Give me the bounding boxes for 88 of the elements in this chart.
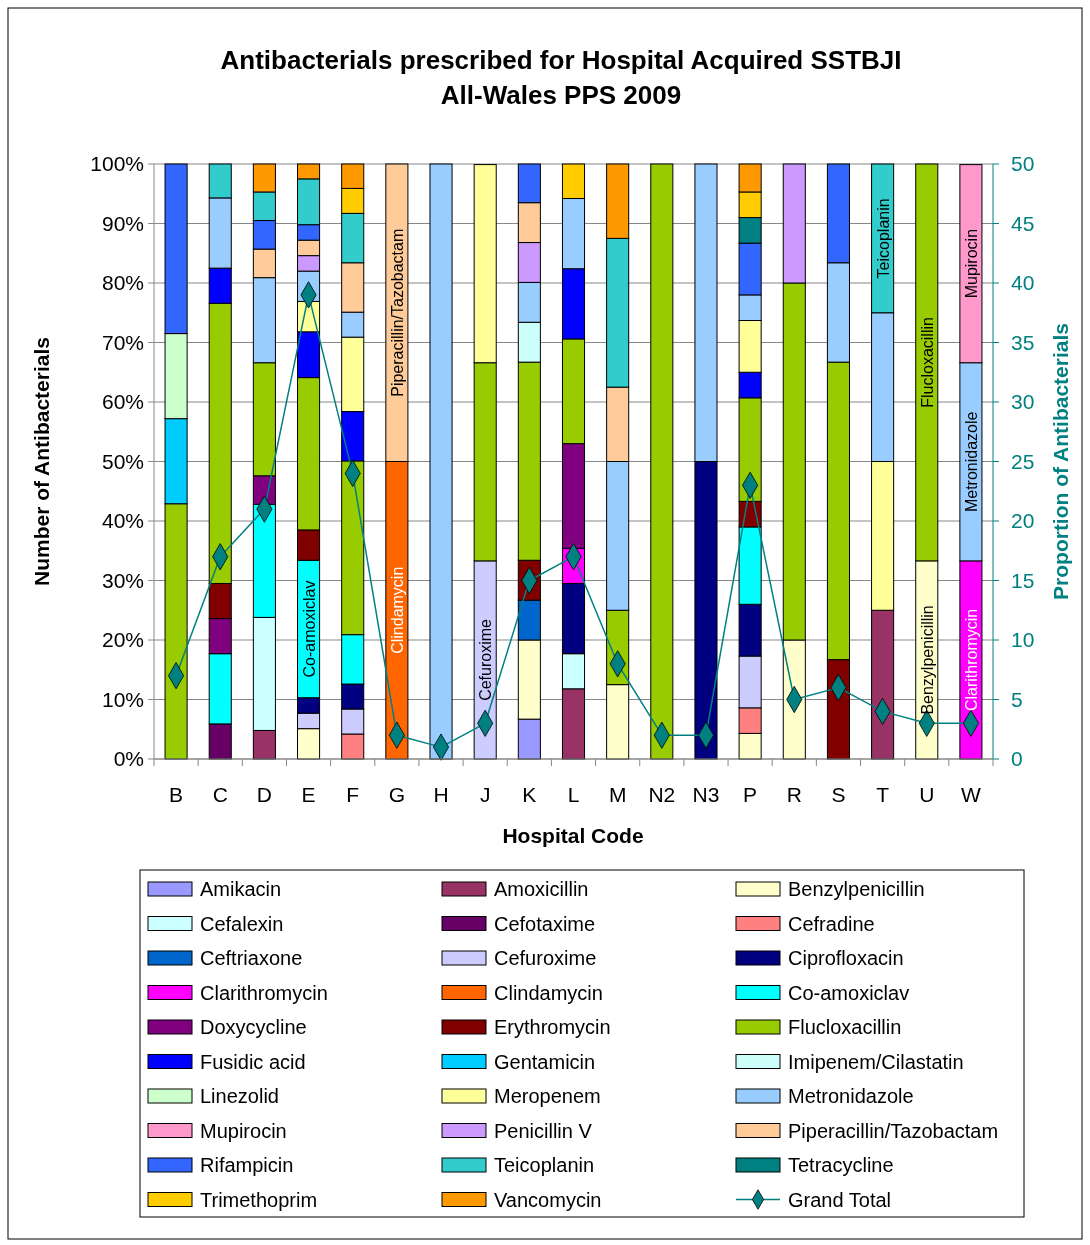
y-tick-label: 80%: [101, 271, 144, 294]
legend-label: Cefuroxime: [494, 947, 597, 969]
y-tick-label: 30%: [101, 568, 144, 592]
legend-label: Amikacin: [200, 878, 282, 900]
x-tick-label: J: [479, 783, 491, 806]
y-tick-label: 90%: [101, 211, 144, 235]
data-label: Benzylpenicillin: [918, 605, 936, 715]
x-tick-label: T: [876, 783, 890, 806]
legend-label: Clarithromycin: [200, 981, 328, 1004]
y-tick-label: 70%: [101, 330, 144, 354]
legend-label: Vancomycin: [494, 1188, 602, 1211]
x-tick-label: U: [919, 783, 935, 806]
y2-tick-label: 20: [1011, 509, 1035, 532]
legend-label: Ceftriaxone: [200, 947, 303, 969]
bar: [650, 163, 674, 760]
data-label: Clindamycin: [388, 566, 406, 654]
data-label: Teicoplanin: [874, 198, 892, 279]
data-label: Clarithromycin: [962, 608, 980, 712]
legend-label: Tetracycline: [788, 1154, 894, 1176]
legend-label: Doxycycline: [200, 1016, 307, 1038]
x-tick-label: N3: [692, 783, 720, 806]
legend-label: Imipenem/Cilastatin: [788, 1050, 964, 1073]
y-tick-label: 40%: [101, 509, 144, 532]
data-label: Metronidazole: [962, 411, 980, 513]
data-label: Flucloxacillin: [918, 317, 936, 408]
legend-label: Cefalexin: [200, 912, 284, 935]
x-tick-label: C: [212, 783, 228, 806]
data-label: Cefuroxime: [477, 618, 495, 701]
data-label: Co-amoxiclav: [300, 580, 318, 678]
data-label: Piperacillin/Tazobactam: [388, 228, 406, 397]
x-tick-label: K: [522, 783, 537, 806]
legend-label: Linezolid: [200, 1085, 279, 1107]
legend-label: Ciprofloxacin: [788, 947, 904, 969]
y2-axis-title: Proportion of Antibacterials: [1049, 323, 1072, 600]
legend-label: Erythromycin: [494, 1016, 611, 1038]
y-tick-label: 50%: [101, 449, 144, 473]
chart-subtitle: All-Wales PPS 2009: [440, 80, 682, 110]
legend-label: Rifampicin: [200, 1154, 294, 1176]
x-tick-label: M: [608, 783, 627, 806]
legend-label: Trimethoprim: [200, 1188, 318, 1211]
data-label: Mupirocin: [962, 228, 980, 299]
legend-label: Metronidazole: [788, 1085, 914, 1107]
x-tick-label: D: [256, 783, 272, 806]
y2-tick-label: 25: [1011, 449, 1035, 473]
legend-label: Benzylpenicillin: [788, 878, 925, 900]
y2-tick-label: 0: [1011, 747, 1023, 770]
x-tick-label: R: [786, 783, 802, 806]
x-tick-label: P: [743, 783, 758, 806]
x-tick-label: H: [433, 783, 449, 806]
y2-tick-label: 15: [1011, 568, 1035, 592]
legend-label: Flucloxacillin: [788, 1016, 902, 1038]
x-tick-label: L: [567, 783, 580, 806]
y2-tick-label: 50: [1011, 152, 1035, 175]
y2-tick-label: 5: [1011, 687, 1023, 711]
x-tick-label: S: [831, 783, 846, 806]
y-tick-label: 20%: [101, 628, 144, 651]
legend-label: Piperacillin/Tazobactam: [788, 1119, 999, 1142]
legend-label: Co-amoxiclav: [788, 981, 910, 1004]
y2-tick-label: 45: [1011, 211, 1035, 235]
y-tick-label: 60%: [101, 390, 144, 413]
legend-label: Teicoplanin: [494, 1154, 595, 1176]
y2-tick-label: 10: [1011, 628, 1035, 651]
legend-label: Penicillin V: [494, 1119, 593, 1142]
chart-title: Antibacterials prescribed for Hospital Acquired SSTBJI: [220, 45, 902, 75]
x-tick-label: W: [961, 783, 982, 806]
y-tick-label: 10%: [101, 687, 144, 711]
legend-label: Fusidic acid: [200, 1050, 306, 1073]
y2-tick-label: 35: [1011, 330, 1035, 354]
y2-tick-label: 30: [1011, 390, 1035, 413]
y-tick-label: 100%: [90, 152, 144, 175]
legend-label: Cefotaxime: [494, 912, 596, 935]
legend-label: Gentamicin: [494, 1050, 596, 1073]
legend-label: Cefradine: [788, 912, 875, 935]
legend-label: Meropenem: [494, 1085, 601, 1107]
legend-label: Clindamycin: [494, 981, 603, 1004]
x-tick-label: B: [169, 783, 184, 806]
x-tick-label: G: [388, 783, 406, 806]
bar: [429, 163, 453, 760]
x-tick-label: N2: [648, 783, 676, 806]
y-tick-label: 0%: [113, 747, 144, 770]
x-tick-label: E: [301, 783, 316, 806]
y-axis-title: Number of Antibacterials: [30, 337, 53, 586]
legend-label: Mupirocin: [200, 1119, 287, 1142]
x-axis-title: Hospital Code: [502, 824, 644, 847]
legend-label: Amoxicillin: [494, 878, 589, 900]
legend-label: Grand Total: [788, 1188, 892, 1211]
x-tick-label: F: [346, 783, 360, 806]
y2-tick-label: 40: [1011, 271, 1035, 294]
